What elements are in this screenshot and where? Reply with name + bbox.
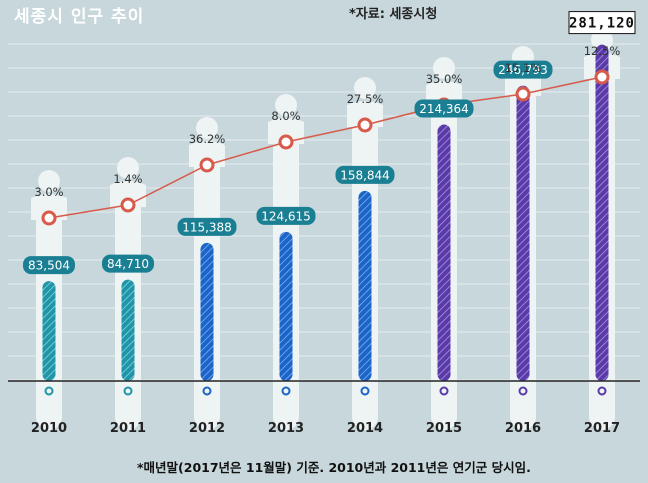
- growth-label: 27.5%: [347, 92, 384, 106]
- value-label: 83,504: [28, 259, 70, 273]
- value-label: 84,710: [107, 257, 149, 271]
- growth-marker: [278, 134, 294, 150]
- bar: [200, 242, 214, 381]
- growth-marker: [515, 86, 531, 102]
- growth-marker: [357, 117, 373, 133]
- value-label: 246,793: [498, 63, 548, 77]
- growth-marker: [199, 157, 215, 173]
- value-label-bg: [256, 206, 316, 225]
- bar: [42, 281, 56, 381]
- person-head: [196, 117, 218, 139]
- person-head: [38, 170, 60, 192]
- growth-label: 36.2%: [189, 132, 226, 146]
- chart-title: 세종시 인구 추이: [14, 7, 145, 27]
- growth-label: 8.0%: [271, 109, 300, 123]
- bar: [595, 44, 609, 381]
- year-label: 2017: [584, 421, 620, 436]
- person-head: [591, 29, 613, 51]
- growth-label: 3.0%: [34, 185, 63, 199]
- bar: [437, 124, 451, 381]
- year-label: 2013: [268, 421, 304, 436]
- growth-trend-line: [48, 76, 603, 219]
- value-label-box: [568, 11, 636, 35]
- year-label: 2016: [505, 421, 541, 436]
- bar-base-marker: [360, 386, 370, 396]
- year-label: 2012: [189, 421, 225, 436]
- value-label: 158,844: [340, 168, 390, 182]
- person-head: [275, 94, 297, 116]
- growth-label: 15.1%: [505, 61, 542, 75]
- year-label: 2015: [426, 421, 462, 436]
- value-label: 281,120: [569, 16, 635, 32]
- bar-base-marker: [281, 386, 291, 396]
- year-label: 2010: [31, 421, 67, 436]
- growth-marker: [594, 69, 610, 85]
- value-label: 115,388: [182, 220, 232, 234]
- bar-base-marker: [597, 386, 607, 396]
- value-label-bg: [102, 254, 154, 273]
- labels: 83,504 3.0% 2010 84,710 1.4% 2011 115,388 36.2%…: [23, 11, 636, 436]
- value-label: 214,364: [419, 102, 469, 116]
- growth-marker: [41, 210, 57, 226]
- year-label: 2011: [110, 421, 146, 436]
- value-label: 124,615: [261, 209, 311, 223]
- footnote: *매년말(2017년은 11월말) 기준. 2010년과 2011년은 연기군 …: [137, 460, 531, 475]
- bar-base-marker: [123, 386, 133, 396]
- value-label-bg: [414, 99, 474, 118]
- bar-base-marker: [44, 386, 54, 396]
- person-head: [117, 157, 139, 179]
- value-label-bg: [493, 60, 553, 79]
- value-label-bg: [177, 217, 237, 236]
- bar-base-marker: [518, 386, 528, 396]
- bar: [516, 85, 530, 381]
- bar: [279, 231, 293, 381]
- year-label: 2014: [347, 421, 383, 436]
- source-note: *자료: 세종시청: [349, 7, 438, 22]
- growth-label: 12.5%: [584, 44, 621, 58]
- person-head: [433, 57, 455, 79]
- growth-label: 1.4%: [113, 172, 142, 186]
- person-figures: [31, 29, 620, 430]
- value-label-bg: [335, 165, 395, 184]
- growth-label: 35.0%: [426, 72, 463, 86]
- bar-base-marker: [202, 386, 212, 396]
- bar: [121, 279, 135, 381]
- person-head: [354, 77, 376, 99]
- bar-base-marker: [439, 386, 449, 396]
- growth-marker: [120, 197, 136, 213]
- bars: [42, 44, 609, 396]
- bar: [358, 190, 372, 381]
- gridlines: [8, 43, 640, 381]
- value-label-bg: [23, 256, 75, 275]
